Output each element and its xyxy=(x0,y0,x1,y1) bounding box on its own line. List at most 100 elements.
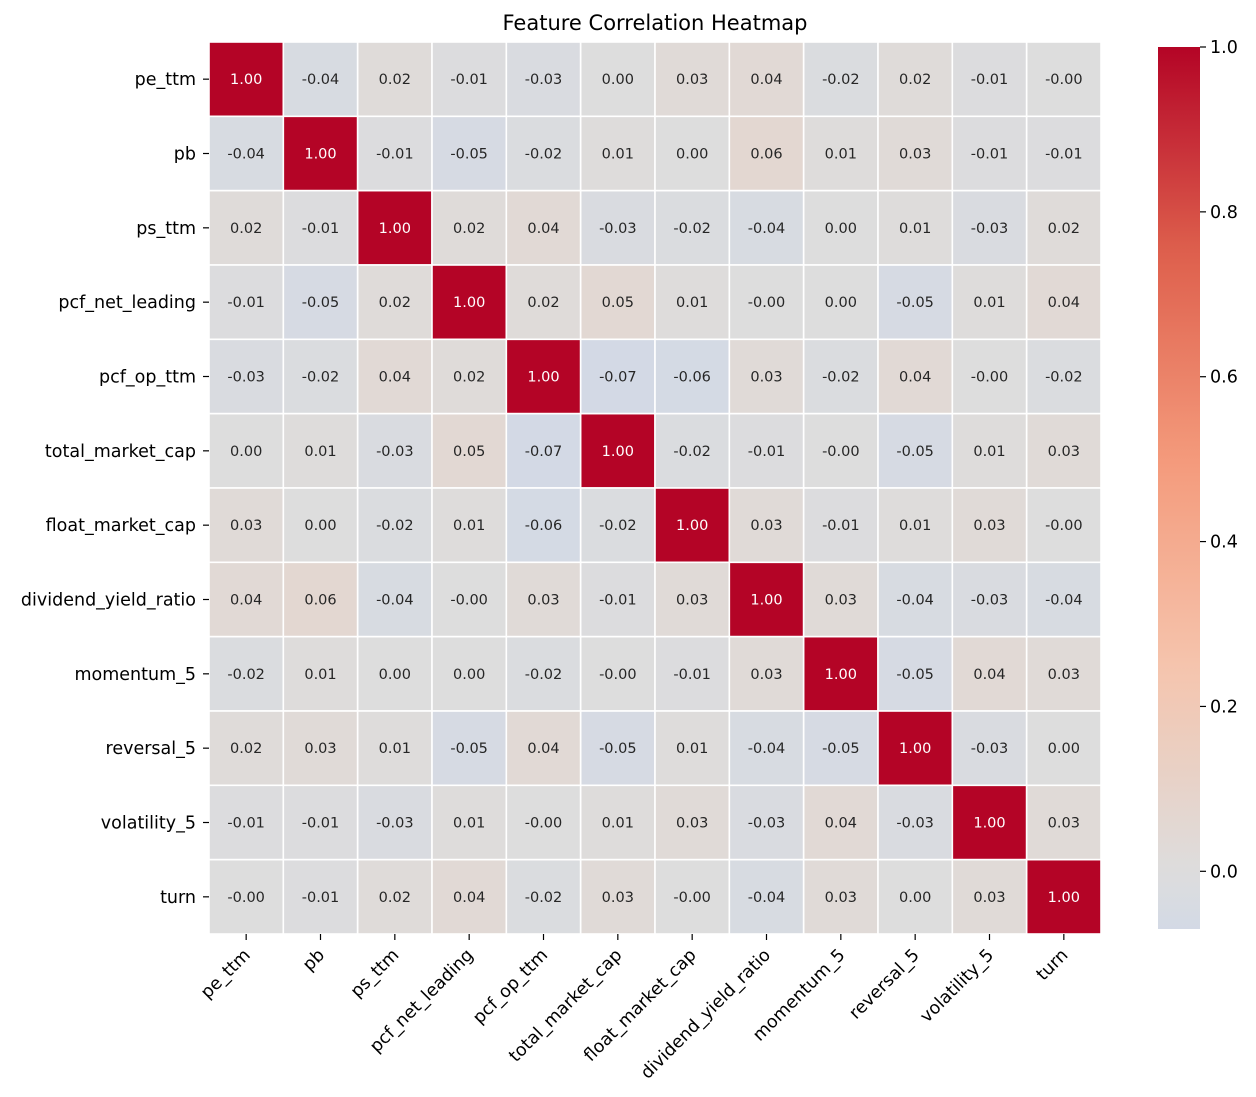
cell-value-label: 1.00 xyxy=(750,593,782,609)
heatmap-cell xyxy=(877,487,954,564)
heatmap-cell xyxy=(208,41,285,118)
cell-value-label: -0.03 xyxy=(376,444,414,460)
cell-value-label: -0.02 xyxy=(525,890,563,906)
cell-value-label: 0.01 xyxy=(304,444,336,460)
heatmap-cell xyxy=(802,412,879,489)
cell-value-label: -0.01 xyxy=(971,72,1009,88)
cell-value-label: -0.04 xyxy=(748,890,786,906)
cell-value-label: -0.01 xyxy=(673,667,711,683)
heatmap-cell xyxy=(282,858,359,935)
cell-value-label: -0.00 xyxy=(450,593,488,609)
cell-value-label: -0.01 xyxy=(376,147,414,163)
heatmap-cell xyxy=(579,858,656,935)
cell-value-label: -0.07 xyxy=(599,370,637,386)
cell-value-label: 1.00 xyxy=(453,295,485,311)
cell-value-label: -0.00 xyxy=(525,816,563,832)
cell-value-label: 0.03 xyxy=(527,593,559,609)
cell-value-label: 1.00 xyxy=(230,72,262,88)
cell-value-label: -0.04 xyxy=(302,72,340,88)
cell-value-label: 0.00 xyxy=(825,221,857,237)
x-tick-label: ps_ttm xyxy=(347,945,403,1001)
heatmap-cell xyxy=(431,412,508,489)
heatmap-cell xyxy=(356,338,433,415)
cell-value-label: -0.02 xyxy=(525,147,563,163)
cell-value-label: 0.04 xyxy=(973,667,1005,683)
heatmap-cell xyxy=(1025,561,1102,638)
heatmap-cell xyxy=(356,635,433,712)
heatmap-cell xyxy=(1025,858,1102,935)
heatmap-cell xyxy=(431,561,508,638)
cell-value-label: 0.01 xyxy=(973,444,1005,460)
cell-value-label: 0.04 xyxy=(230,593,262,609)
cell-value-label: 1.00 xyxy=(825,667,857,683)
cell-value-label: -0.02 xyxy=(599,518,637,534)
cell-value-label: -0.04 xyxy=(376,593,414,609)
cell-value-label: 0.03 xyxy=(750,667,782,683)
heatmap-cell xyxy=(282,41,359,118)
cell-value-label: 0.04 xyxy=(1048,295,1080,311)
cell-value-label: -0.01 xyxy=(822,518,860,534)
cell-value-label: -0.02 xyxy=(525,667,563,683)
heatmap-cell xyxy=(802,115,879,192)
x-axis: pe_ttm pb ps_ttmpcf_net_leadingpcf_op_ttmt… xyxy=(197,934,1072,1083)
y-tick-label: pe_ttm xyxy=(135,70,196,90)
cell-value-label: 0.03 xyxy=(602,890,634,906)
heatmap-cell xyxy=(1025,189,1102,266)
heatmap-cell xyxy=(356,189,433,266)
cell-value-label: -0.05 xyxy=(896,295,934,311)
cell-value-label: 0.03 xyxy=(750,518,782,534)
cell-value-label: 0.01 xyxy=(453,518,485,534)
cell-value-label: -0.02 xyxy=(302,370,340,386)
heatmap-cell xyxy=(282,784,359,861)
heatmap-cell xyxy=(728,784,805,861)
y-tick-label: pb xyxy=(174,145,196,165)
heatmap-cell xyxy=(728,41,805,118)
cell-value-label: 1.00 xyxy=(973,816,1005,832)
heatmap-cell xyxy=(951,784,1028,861)
heatmap-cell xyxy=(654,189,731,266)
heatmap-cell xyxy=(505,710,582,787)
cell-value-label: -0.01 xyxy=(599,593,637,609)
cell-value-label: 0.06 xyxy=(750,147,782,163)
cell-value-label: -0.00 xyxy=(599,667,637,683)
heatmap-cell xyxy=(579,264,656,341)
heatmap-cell xyxy=(654,784,731,861)
cell-value-label: -0.04 xyxy=(748,221,786,237)
heatmap-cell xyxy=(579,412,656,489)
heatmap-cell xyxy=(1025,41,1102,118)
colorbar-tick-label: 0.8 xyxy=(1210,203,1238,223)
heatmap-cell xyxy=(1025,115,1102,192)
heatmap-cell xyxy=(802,784,879,861)
cell-value-label: 0.01 xyxy=(899,221,931,237)
cell-value-label: 1.00 xyxy=(304,147,336,163)
cell-value-label: 0.02 xyxy=(1048,221,1080,237)
colorbar-tick-label: 1.0 xyxy=(1210,38,1238,58)
heatmap-cell xyxy=(654,710,731,787)
cell-value-label: 0.05 xyxy=(602,295,634,311)
cell-value-label: 0.02 xyxy=(453,370,485,386)
x-tick-label: pcf_op_ttm xyxy=(469,945,552,1028)
cell-value-label: 0.03 xyxy=(676,593,708,609)
heatmap-cell xyxy=(208,487,285,564)
cell-value-label: -0.04 xyxy=(1045,593,1083,609)
heatmap-cell xyxy=(951,858,1028,935)
cell-value-label: 1.00 xyxy=(676,518,708,534)
cell-value-label: 0.03 xyxy=(304,741,336,757)
cell-value-label: 0.02 xyxy=(899,72,931,88)
heatmap-cell xyxy=(356,858,433,935)
cell-value-label: 0.01 xyxy=(602,816,634,832)
cell-value-label: 0.05 xyxy=(453,444,485,460)
heatmap-cell xyxy=(728,635,805,712)
cell-value-label: 0.03 xyxy=(1048,667,1080,683)
cell-value-label: 0.01 xyxy=(676,741,708,757)
cell-value-label: -0.01 xyxy=(302,816,340,832)
cell-value-label: 0.03 xyxy=(676,72,708,88)
heatmap-cell xyxy=(1025,487,1102,564)
y-tick-label: float_market_cap xyxy=(46,516,196,536)
heatmap-cell xyxy=(802,487,879,564)
heatmap-cell xyxy=(1025,784,1102,861)
heatmap-cell xyxy=(877,41,954,118)
heatmap-cell xyxy=(579,338,656,415)
heatmap-cell xyxy=(877,412,954,489)
